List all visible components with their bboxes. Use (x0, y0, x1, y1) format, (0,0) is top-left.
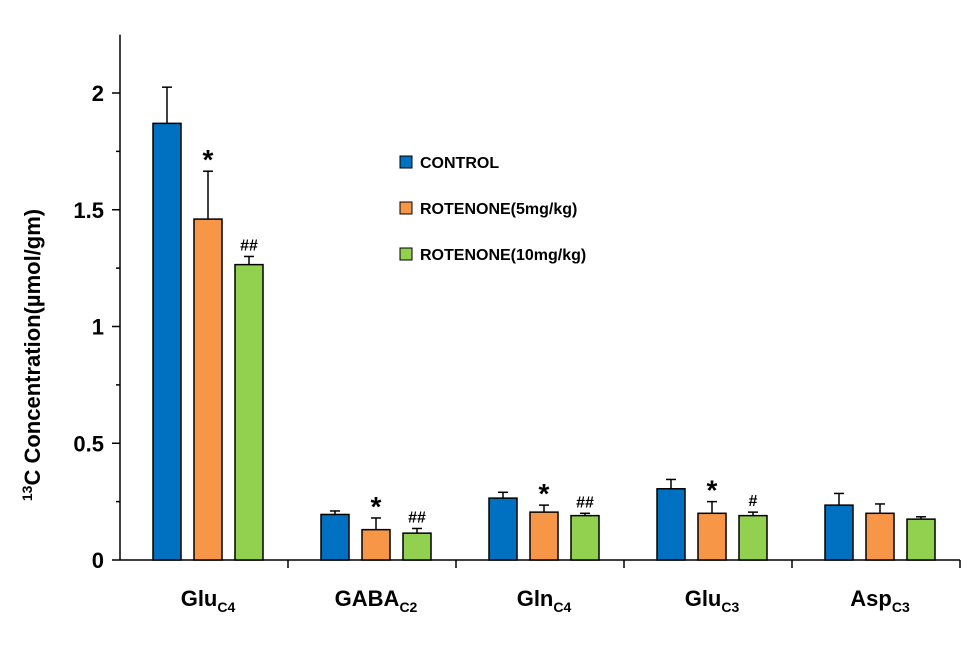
significance-marker: * (371, 491, 382, 522)
bar (488, 497, 518, 561)
bar (656, 488, 686, 561)
x-tick-label: AspC3 (850, 586, 910, 615)
x-tick-label-main: Asp (850, 586, 892, 611)
x-tick-labels: GluC4 GABAC2 GlnC4 GluC3 AspC3 (181, 586, 910, 615)
y-tick-label: 1.5 (73, 198, 104, 223)
x-tick-label-subscript: C3 (892, 599, 910, 615)
bar (361, 528, 391, 561)
x-tick-label-main: Glu (181, 586, 218, 611)
x-tick-label: GluC3 (685, 586, 740, 615)
bars: * ## * ## * ## * # (152, 86, 936, 561)
x-tick-label-main: Gln (517, 586, 554, 611)
x-tick-label-main: GABA (335, 586, 400, 611)
legend-swatch (399, 155, 413, 169)
x-tick-label-subscript: C2 (399, 599, 417, 615)
x-tick-label: GlnC4 (517, 586, 572, 615)
bar (529, 511, 559, 561)
significance-marker: ## (408, 509, 426, 526)
significance-marker: * (539, 478, 550, 509)
legend-swatch (399, 247, 413, 261)
x-tick-label-subscript: C4 (553, 599, 571, 615)
legend-swatch (399, 201, 413, 215)
bar (320, 513, 350, 561)
bar (234, 263, 264, 561)
bar (738, 514, 768, 561)
y-tick-label: 0 (92, 548, 104, 573)
x-tick-label: GluC4 (181, 586, 236, 615)
legend-entry: ROTENONE(10mg/kg) (420, 247, 586, 264)
x-tick-label-main: Glu (685, 586, 722, 611)
legend-entry: ROTENONE(5mg/kg) (420, 201, 577, 218)
x-tick-label: GABAC2 (335, 586, 418, 615)
y-axis-label-text: C Concentration(µmol/gm) (20, 209, 45, 486)
legend: CONTROL ROTENONE(5mg/kg) ROTENONE(10mg/kg) (399, 155, 586, 264)
bar (402, 532, 432, 561)
significance-marker: ## (240, 237, 258, 254)
bar (193, 218, 223, 561)
bar (697, 512, 727, 561)
y-axis-label-superscript: 13 (19, 485, 35, 501)
significance-marker: * (203, 144, 214, 175)
y-axis-label: 13C Concentration(µmol/gm) (19, 209, 45, 501)
bar (906, 518, 936, 561)
legend-entry: CONTROL (420, 155, 499, 172)
y-tick-label: 1 (92, 315, 104, 340)
significance-marker: # (749, 493, 758, 510)
bar (570, 514, 600, 561)
bar (824, 504, 854, 561)
y-tick-label: 0.5 (73, 431, 104, 456)
x-tick-label-subscript: C3 (721, 599, 739, 615)
x-tick-label-subscript: C4 (217, 599, 235, 615)
significance-marker: ## (576, 494, 594, 511)
bar (865, 512, 895, 561)
bar (152, 122, 182, 561)
y-tick-label: 2 (92, 81, 104, 106)
significance-marker: * (707, 475, 718, 506)
